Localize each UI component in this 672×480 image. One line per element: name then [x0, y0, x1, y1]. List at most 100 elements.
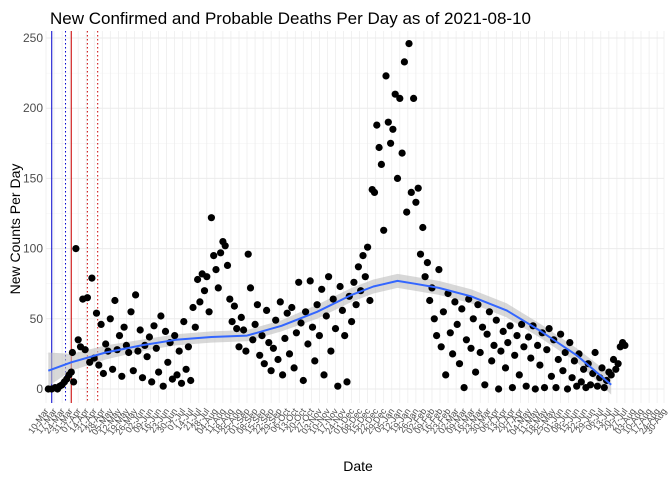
data-point: [501, 364, 510, 372]
data-point: [207, 214, 215, 222]
data-point: [382, 72, 390, 80]
data-point: [159, 382, 167, 390]
data-point: [210, 252, 218, 260]
data-point: [136, 326, 144, 334]
data-point: [414, 184, 422, 192]
data-points: [44, 40, 629, 393]
data-point: [524, 333, 533, 341]
data-point: [359, 252, 367, 260]
data-point: [593, 382, 602, 390]
data-point: [518, 320, 526, 328]
data-point: [554, 355, 562, 364]
y-tick-label: 50: [30, 312, 44, 326]
data-point: [446, 329, 454, 337]
data-point: [488, 357, 496, 365]
chart-title: New Confirmed and Probable Deaths Per Da…: [50, 9, 531, 28]
data-point: [127, 308, 135, 316]
data-point: [419, 223, 427, 232]
data-point: [150, 322, 158, 330]
data-point: [449, 350, 457, 358]
data-point: [214, 284, 222, 292]
data-point: [364, 243, 372, 251]
data-point: [600, 384, 608, 392]
data-point: [568, 374, 576, 382]
data-point: [164, 358, 172, 366]
data-point: [157, 312, 165, 320]
data-point: [499, 327, 507, 335]
data-point: [251, 320, 259, 328]
data-point: [256, 351, 264, 359]
data-point: [458, 305, 466, 313]
data-point: [152, 344, 160, 352]
data-point: [540, 384, 549, 392]
data-point: [203, 273, 211, 281]
data-point: [453, 320, 461, 328]
data-point: [171, 332, 179, 340]
data-point: [348, 318, 356, 326]
y-tick-label: 250: [23, 31, 43, 45]
data-point: [249, 336, 257, 344]
data-point: [226, 295, 234, 303]
data-point: [520, 343, 528, 351]
data-point: [465, 295, 473, 303]
data-point: [481, 381, 489, 389]
data-point: [242, 347, 250, 355]
data-point: [285, 350, 294, 358]
data-point: [329, 295, 337, 303]
data-point: [311, 357, 319, 365]
y-tick-label: 0: [36, 382, 43, 396]
y-axis-title: New Counts Per Day: [7, 164, 23, 295]
y-tick-label: 100: [23, 242, 43, 256]
data-point: [403, 208, 411, 216]
data-point: [334, 382, 342, 390]
data-point: [92, 309, 101, 317]
data-point: [451, 298, 459, 306]
data-point: [235, 343, 243, 351]
data-point: [495, 385, 503, 393]
data-point: [155, 368, 163, 376]
data-point: [177, 379, 186, 387]
data-point: [161, 327, 170, 335]
data-point: [74, 336, 82, 344]
data-point: [552, 384, 560, 392]
data-point: [83, 294, 91, 302]
data-point: [292, 329, 300, 337]
data-point: [269, 344, 277, 352]
y-tick-labels: 0 50 100 150 200 250: [23, 31, 43, 396]
data-point: [217, 249, 225, 257]
data-point: [283, 309, 291, 317]
data-point: [442, 371, 450, 379]
data-point: [485, 308, 493, 316]
data-point: [175, 347, 183, 355]
data-point: [205, 308, 213, 316]
data-point: [508, 384, 516, 392]
data-point: [297, 319, 305, 327]
data-point: [327, 347, 335, 355]
data-point: [543, 346, 551, 354]
data-point: [272, 316, 280, 324]
data-point: [343, 378, 351, 386]
data-point: [221, 242, 229, 250]
reference-lines: [51, 31, 99, 403]
data-point: [182, 365, 190, 373]
data-point: [531, 385, 539, 393]
data-point: [125, 348, 133, 357]
data-point: [469, 315, 477, 323]
data-point: [318, 285, 326, 293]
data-point: [331, 325, 340, 333]
data-point: [435, 266, 443, 274]
data-point: [233, 325, 241, 333]
data-point: [168, 375, 176, 383]
data-point: [274, 355, 282, 364]
data-point: [570, 357, 579, 365]
data-point: [557, 330, 565, 338]
data-point: [352, 301, 360, 309]
data-point: [478, 323, 487, 331]
data-point: [426, 296, 434, 305]
data-point: [476, 348, 484, 357]
data-point: [240, 326, 248, 334]
data-point: [534, 341, 542, 349]
data-point: [612, 365, 620, 373]
data-point: [559, 367, 567, 375]
